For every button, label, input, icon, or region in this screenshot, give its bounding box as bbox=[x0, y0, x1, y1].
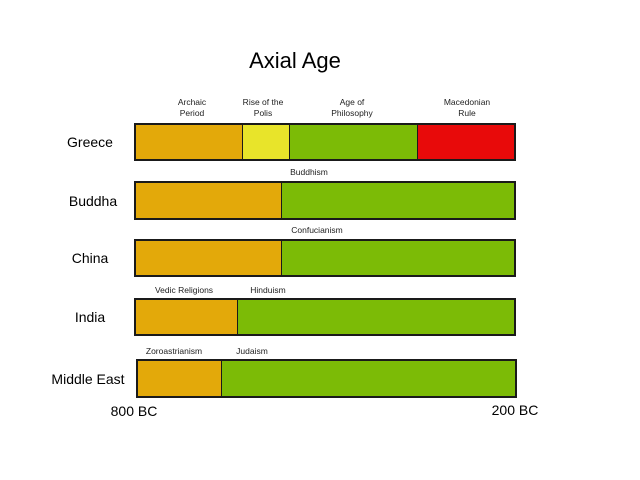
timeline-segment bbox=[281, 241, 514, 275]
timeline-segment bbox=[281, 183, 514, 218]
timeline-bar bbox=[136, 359, 517, 398]
timeline-segment bbox=[136, 125, 243, 159]
segment-label: Hinduism bbox=[250, 285, 286, 295]
diagram-title: Axial Age bbox=[249, 48, 341, 73]
segment-label: Judaism bbox=[236, 346, 268, 356]
axis-end-label: 200 BC bbox=[491, 402, 539, 418]
segment-label: Vedic Religions bbox=[154, 285, 214, 295]
row-label: Buddha bbox=[68, 192, 118, 209]
timeline-segment bbox=[136, 183, 282, 218]
timeline-segment bbox=[221, 361, 515, 396]
timeline-bar bbox=[134, 239, 516, 277]
timeline-segment bbox=[138, 361, 222, 396]
timeline-segment bbox=[136, 241, 282, 275]
segment-label: Rise of the Polis bbox=[242, 97, 284, 118]
row-label: China bbox=[71, 250, 109, 266]
segment-label: Age of Philosophy bbox=[331, 97, 373, 118]
segment-label: Zoroastrianism bbox=[145, 346, 203, 356]
row-label: Greece bbox=[67, 134, 113, 150]
timeline-segment bbox=[416, 125, 514, 159]
row-label: Middle East bbox=[51, 370, 125, 387]
axis-start-label: 800 BC bbox=[110, 403, 158, 419]
segment-label: Archaic Period bbox=[177, 97, 207, 118]
timeline-bar bbox=[134, 298, 516, 336]
segment-label: Macedonian Rule bbox=[443, 97, 491, 118]
timeline-segment bbox=[242, 125, 289, 159]
timeline-bar bbox=[134, 123, 516, 161]
timeline-segment bbox=[237, 300, 514, 334]
row-label: India bbox=[74, 309, 106, 325]
timeline-segment bbox=[136, 300, 238, 334]
timeline-bar bbox=[134, 181, 516, 220]
segment-label: Buddhism bbox=[290, 167, 328, 177]
timeline-segment bbox=[288, 125, 417, 159]
segment-label: Confucianism bbox=[291, 225, 343, 235]
